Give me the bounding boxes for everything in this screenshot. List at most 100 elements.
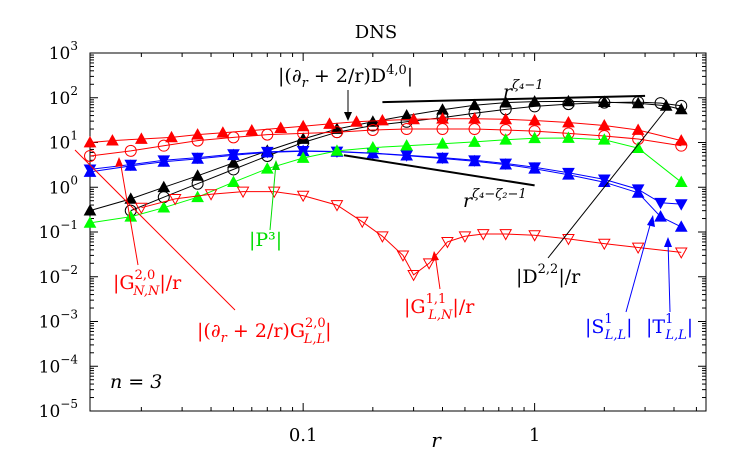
gll-b: + 2/r)G	[227, 320, 305, 342]
x-tick-label: 1	[529, 425, 540, 446]
slope2-base: r	[463, 190, 474, 212]
data-point	[191, 128, 204, 140]
data-point	[468, 135, 481, 147]
y-tick-exp: −2	[60, 263, 78, 277]
data-point	[407, 112, 420, 125]
gnn-label: |G2,0 N,N|/r	[113, 268, 182, 299]
data-point	[528, 230, 541, 242]
data-point	[654, 97, 667, 110]
d22-b: |/r	[558, 266, 581, 288]
y-tick-label: 10−3	[39, 308, 78, 333]
s1-label-arrow	[625, 217, 653, 313]
data-point	[476, 229, 490, 241]
data-point	[274, 121, 288, 133]
y-tick-base: 10	[39, 223, 61, 243]
d22-a: |D	[516, 266, 538, 288]
data-point	[135, 202, 148, 215]
d22-label-arrow	[547, 106, 669, 259]
data-point	[330, 144, 344, 156]
data-point	[499, 133, 513, 145]
series-P3	[83, 131, 688, 228]
data-point	[400, 139, 414, 151]
data-point	[296, 151, 310, 163]
data-point	[436, 137, 449, 149]
data-point	[157, 155, 171, 167]
y-tick-exp: 3	[70, 39, 78, 53]
data-point	[422, 258, 436, 270]
data-point	[562, 131, 575, 143]
gll-c: |	[325, 320, 331, 342]
y-tick-exp: −4	[60, 352, 78, 366]
data-point	[204, 189, 218, 201]
gln-label: |G1,1 L,N|/r	[404, 292, 475, 323]
y-tick-base: 10	[39, 357, 61, 377]
data-point	[83, 216, 97, 228]
y-tick-label: 10−5	[39, 397, 78, 422]
y-tick-exp: 2	[70, 84, 78, 98]
gnn-label-arrowhead	[115, 157, 123, 167]
d40-label-a: |(∂	[278, 65, 302, 87]
d40-label-b: + 2/r)D	[308, 65, 386, 87]
y-tick-base: 10	[49, 178, 71, 198]
t1-a: |T	[646, 316, 665, 338]
data-point	[236, 186, 250, 199]
data-point	[376, 231, 389, 243]
data-point	[191, 177, 204, 190]
data-point	[499, 112, 513, 125]
t1-label-arrow	[667, 239, 671, 313]
gll-sub: L,L	[303, 332, 325, 347]
gnn-sub: N,N	[132, 284, 160, 299]
data-point	[366, 124, 379, 137]
data-point	[441, 237, 454, 249]
data-point	[674, 175, 688, 188]
series-T1	[83, 144, 688, 232]
data-point	[227, 148, 240, 161]
data-point	[400, 149, 414, 161]
data-point	[216, 126, 230, 138]
d22-sup: 2,2	[538, 262, 559, 277]
d40-label-end: |	[407, 65, 413, 87]
y-tick-base: 10	[39, 402, 61, 422]
series-line-P3	[89, 137, 682, 224]
data-point	[528, 162, 541, 174]
data-point	[458, 231, 472, 243]
y-tick-label: 100	[49, 173, 78, 198]
gln-a: |G	[404, 296, 426, 318]
slope1-sup: ζ₄−1	[512, 78, 543, 93]
data-point	[157, 180, 171, 193]
y-tick-exp: −5	[60, 397, 78, 411]
data-point	[83, 204, 97, 216]
data-point	[468, 112, 481, 124]
data-point	[674, 199, 688, 211]
y-tick-label: 103	[49, 39, 78, 64]
data-point	[168, 193, 182, 206]
s1-b: |	[626, 316, 632, 338]
data-point	[675, 99, 688, 112]
data-point	[562, 234, 575, 246]
data-point	[436, 123, 449, 136]
data-point	[157, 139, 170, 152]
data-point	[366, 146, 380, 159]
data-point	[376, 113, 389, 126]
data-point	[654, 210, 667, 222]
data-point	[468, 154, 481, 167]
y-tick-base: 10	[49, 89, 71, 109]
data-point	[157, 201, 171, 213]
t1-sup: 1	[665, 312, 673, 327]
data-point	[106, 134, 119, 146]
data-point	[165, 130, 178, 143]
gll-label: |(∂r + 2/r)G2,0 L,L|	[197, 316, 332, 347]
y-tick-label: 101	[49, 129, 78, 154]
gln-sub: L,N	[427, 308, 453, 323]
data-point	[468, 98, 481, 111]
data-point	[355, 216, 369, 229]
x-axis-label: r	[431, 428, 442, 452]
gll-a: |(∂	[197, 320, 221, 342]
series-line-GNN	[89, 128, 682, 157]
data-point	[528, 100, 541, 113]
gln-label-arrowhead	[431, 251, 439, 261]
s1-sub: L,L	[604, 328, 626, 343]
data-point	[675, 139, 688, 152]
data-point	[191, 152, 204, 164]
